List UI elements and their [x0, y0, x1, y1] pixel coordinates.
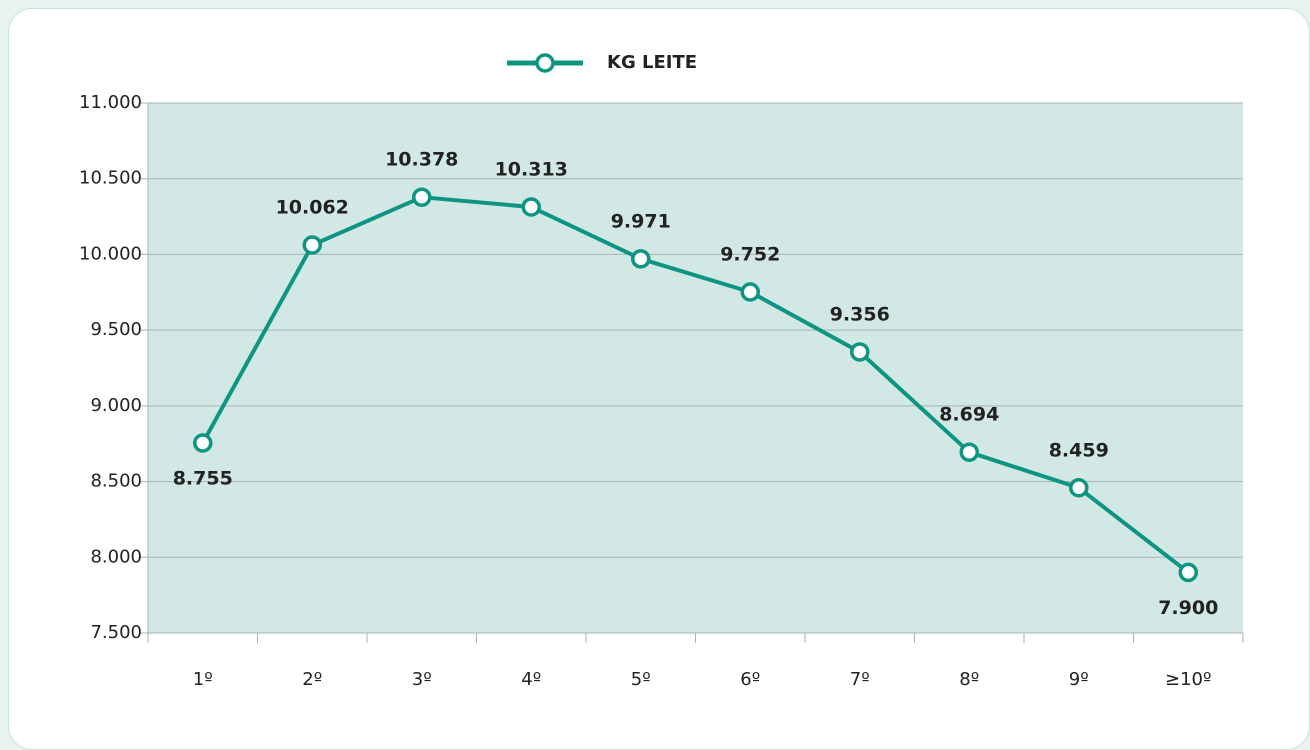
value-label: 10.313	[495, 159, 568, 181]
x-tick-label: 6º	[740, 669, 760, 690]
x-tick-label: 7º	[850, 669, 870, 690]
y-tick-label: 9.500	[90, 319, 142, 340]
chart: 7.500 8.000 8.500 9.000 9.500 10.000 10.500 11.…	[79, 52, 1244, 690]
page: {"chart_data": {"type": "line", "categor…	[8, 8, 1310, 750]
value-label: 8.694	[939, 404, 999, 426]
point	[1178, 562, 1198, 583]
point	[631, 249, 651, 269]
point	[740, 282, 760, 302]
point	[521, 197, 541, 217]
y-tick-label: 11.000	[79, 92, 142, 113]
x-tick-label: 5º	[631, 669, 651, 690]
point	[193, 433, 213, 453]
value-label: 10.378	[385, 149, 458, 171]
value-label: 8.755	[173, 467, 233, 489]
y-tick-label: 9.000	[90, 395, 142, 416]
x-tick-label: 1º	[193, 669, 213, 690]
value-label: 7.900	[1158, 597, 1218, 619]
legend-label: KG LEITE	[607, 52, 697, 73]
point	[412, 187, 432, 207]
value-label: 10.062	[276, 197, 349, 219]
y-tick-label: 8.500	[90, 471, 142, 492]
x-tick-label: 9º	[1069, 669, 1089, 690]
y-tick-label: 10.500	[79, 168, 142, 189]
y-tick-label: 8.000	[90, 546, 142, 567]
x-tick-label: 8º	[959, 669, 979, 690]
value-label: 9.971	[611, 210, 671, 232]
point	[302, 235, 322, 255]
x-tick-label: 4º	[521, 669, 541, 690]
value-label: 9.752	[720, 243, 780, 265]
value-label: 8.459	[1049, 439, 1109, 461]
x-tick-label: ≥10º	[1165, 669, 1211, 690]
y-tick-label: 10.000	[79, 243, 142, 264]
legend-marker	[535, 53, 555, 73]
value-label: 9.356	[830, 303, 890, 325]
point	[959, 442, 979, 462]
x-tick-label: 2º	[302, 669, 322, 690]
point	[850, 342, 870, 362]
point	[1069, 478, 1089, 498]
x-tick-label: 3º	[412, 669, 432, 690]
series-line	[200, 195, 1190, 575]
plot-area	[148, 103, 1243, 633]
y-tick-label: 7.500	[90, 622, 142, 643]
